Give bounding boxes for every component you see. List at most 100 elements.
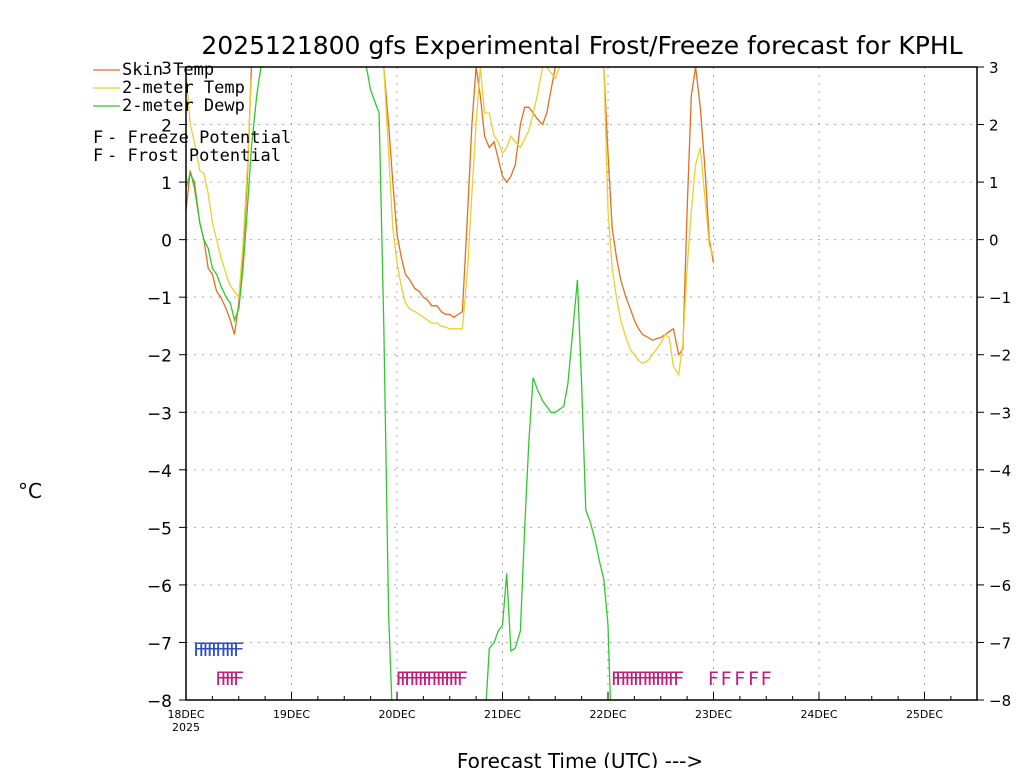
freeze-flag: F	[457, 668, 468, 690]
frost-flag: F	[215, 639, 226, 661]
y-tick-label-right: 0	[989, 232, 999, 250]
y-tick-label-left: −4	[147, 462, 172, 482]
freeze-flag: F	[660, 668, 671, 690]
y-tick-label-left: 2	[161, 117, 172, 137]
series-line-2-meter-dewp	[186, 67, 612, 700]
series-line-skin-temp	[186, 67, 715, 357]
freeze-flag: F	[453, 668, 464, 690]
frost-flag: F	[229, 639, 240, 661]
frost-flag: F	[198, 639, 209, 661]
y-tick-label-right: −6	[989, 577, 1011, 595]
freeze-flag: F	[449, 668, 460, 690]
freeze-flag: F	[668, 668, 679, 690]
freeze-flag: F	[611, 668, 622, 690]
freeze-flag: F	[734, 668, 745, 690]
freeze-flag: F	[418, 668, 429, 690]
series-group	[186, 67, 715, 700]
y-tick-label-right: −5	[989, 519, 1011, 537]
frost-flag: F	[211, 639, 222, 661]
potential-legend-label: - Frost Potential	[107, 146, 281, 166]
freeze-flag: F	[426, 668, 437, 690]
y-tick-label-right: 3	[989, 59, 999, 77]
freeze-flag: F	[440, 668, 451, 690]
y-tick-label-right: −4	[989, 462, 1011, 480]
frost-flag: F	[233, 639, 244, 661]
potential-legend-marker: F	[93, 128, 103, 148]
y-tick-label-left: 0	[161, 232, 172, 252]
frost-flag: F	[225, 639, 236, 661]
legend-label: Skin Temp	[122, 60, 214, 80]
freeze-flag: F	[673, 668, 684, 690]
potential-legend-marker: F	[93, 146, 103, 166]
frost-flag: F	[221, 639, 232, 661]
freeze-flag: F	[422, 668, 433, 690]
freeze-flag: F	[629, 668, 640, 690]
axis-ticks: −8 −8 −7 −7 −6 −6 −5 −5 −4 −4 −3 −3 −2 −2 −1 −1 0 0 1 1 2 2 3 3…	[147, 59, 1011, 734]
freeze-flag: F	[396, 668, 407, 690]
freeze-flag: F	[647, 668, 658, 690]
y-tick-label-left: −3	[147, 404, 172, 424]
freeze-flag: F	[229, 668, 240, 690]
freeze-flag: F	[664, 668, 675, 690]
legend-label: 2-meter Temp	[122, 78, 245, 98]
freeze-flag: F	[215, 668, 226, 690]
y-tick-label-left: −1	[147, 289, 172, 309]
freeze-flag: F	[225, 668, 236, 690]
y-tick-label-left: −8	[147, 692, 172, 712]
x-tick-label: 19DEC	[273, 708, 310, 721]
freeze-flag: F	[651, 668, 662, 690]
freeze-flag: F	[414, 668, 425, 690]
y-tick-label-right: −7	[989, 634, 1011, 652]
legend-label: 2-meter Dewp	[122, 96, 245, 116]
freeze-flag: F	[615, 668, 626, 690]
series-line-2-meter-temp	[186, 67, 715, 377]
y-tick-label-right: −3	[989, 404, 1011, 422]
freeze-flag: F	[708, 668, 719, 690]
y-tick-label-right: −2	[989, 347, 1011, 365]
y-tick-label-left: 3	[161, 59, 172, 79]
y-tick-label-left: −6	[147, 577, 172, 597]
y-tick-label-left: −7	[147, 634, 172, 654]
frost-flag: F	[203, 639, 214, 661]
chart-title: 2025121800 gfs Experimental Frost/Freeze…	[201, 31, 962, 60]
freeze-flag: F	[761, 668, 772, 690]
potential-legend-label: - Freeze Potential	[107, 128, 291, 148]
freeze-flag: F	[633, 668, 644, 690]
y-tick-label-right: 2	[989, 117, 999, 135]
y-tick-label-left: −5	[147, 519, 172, 539]
x-tick-label: 23DEC	[695, 708, 732, 721]
freeze-flag: F	[748, 668, 759, 690]
freeze-flag: F	[444, 668, 455, 690]
x-tick-label: 20DEC	[378, 708, 415, 721]
freeze-flag: F	[721, 668, 732, 690]
x-tick-label: 25DEC	[906, 708, 943, 721]
y-tick-label-left: −2	[147, 347, 172, 367]
freeze-flag: F	[625, 668, 636, 690]
x-axis-label: Forecast Time (UTC) --->	[457, 749, 703, 768]
y-axis-label: °C	[18, 479, 42, 503]
y-tick-label-right: 1	[989, 174, 999, 192]
freeze-flag: F	[655, 668, 666, 690]
frost-flag: F	[207, 639, 218, 661]
y-tick-label-right: −1	[989, 289, 1011, 307]
x-tick-label: 21DEC	[484, 708, 521, 721]
x-tick-label: 18DEC	[167, 708, 204, 721]
frost-flag: F	[193, 639, 204, 661]
freeze-flag: F	[436, 668, 447, 690]
y-tick-label-right: −8	[989, 692, 1011, 710]
x-tick-sublabel: 2025	[172, 721, 200, 734]
x-tick-label: 22DEC	[589, 708, 626, 721]
freeze-flag: F	[643, 668, 654, 690]
freeze-flag: F	[620, 668, 631, 690]
freeze-flag: F	[409, 668, 420, 690]
freeze-flag: F	[233, 668, 244, 690]
y-tick-label-left: 1	[161, 174, 172, 194]
freeze-flag: F	[404, 668, 415, 690]
freeze-flag: F	[637, 668, 648, 690]
freeze-flag: F	[221, 668, 232, 690]
freeze-flag: F	[400, 668, 411, 690]
x-tick-label: 24DEC	[800, 708, 837, 721]
